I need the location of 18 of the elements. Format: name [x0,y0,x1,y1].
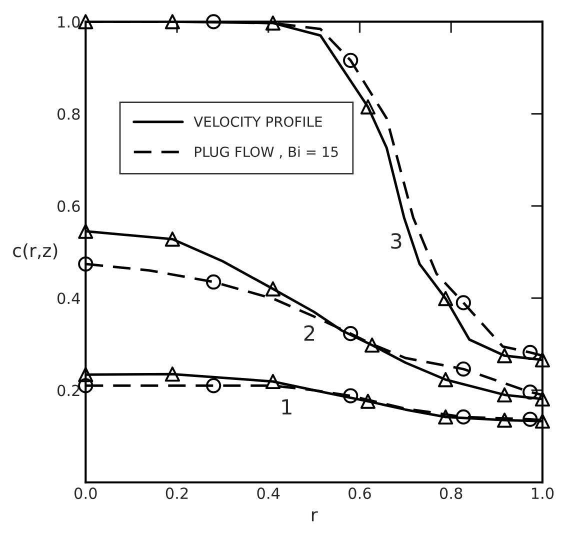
annotation: 2 [304,325,314,341]
x-tick-label: 0.4 [257,488,280,500]
y-tick-label: 0.6 [58,200,80,212]
legend-label: PLUG FLOW , Bi = 15 [194,146,338,158]
x-tick-label: 0.8 [440,488,462,500]
y-axis-title: c(r,z) [13,243,58,260]
annotation: 3 [391,233,402,249]
y-tick-label: 1.0 [58,16,80,28]
legend-label: VELOCITY PROFILE [194,116,322,127]
y-tick-label: 0.4 [58,292,80,304]
x-tick-label: 0.2 [166,488,188,500]
x-tick-label: 0.6 [348,488,371,500]
x-tick-label: 0.0 [74,488,97,500]
y-tick-label: 0.2 [58,384,80,396]
y-tick-label: 0.8 [58,108,80,120]
annotation: 1 [282,399,292,414]
x-axis-title: r [312,511,318,522]
x-tick-label: 1.0 [532,488,554,500]
